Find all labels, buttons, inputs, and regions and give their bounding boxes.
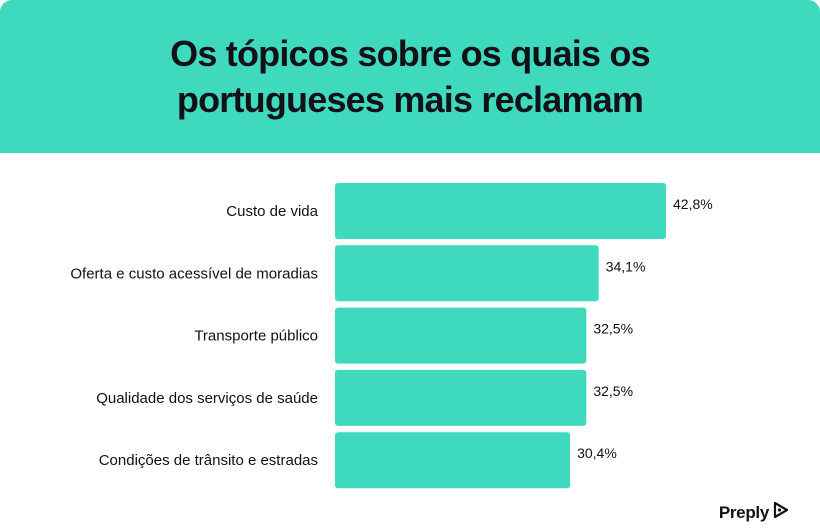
- bar-2: [335, 245, 599, 302]
- category-label-5: Condições de trânsito e estradas: [99, 452, 318, 469]
- bar-1: [335, 183, 666, 239]
- category-label-3: Transporte público: [194, 328, 318, 345]
- value-label-1: 42,8%: [673, 196, 713, 212]
- value-label-3: 32,5%: [593, 321, 633, 337]
- bar-5: [335, 432, 571, 489]
- value-label-4: 32,5%: [593, 383, 633, 399]
- brand-name: Preply: [718, 502, 769, 522]
- brand-logo: Preply: [719, 501, 790, 524]
- category-label-4: Qualidade dos serviços de saúde: [96, 390, 318, 407]
- bar-3: [335, 307, 587, 364]
- category-label-1: Custo de vida: [226, 203, 318, 220]
- bar-4: [335, 369, 587, 426]
- chart-title-line-1: Os tópicos sobre os quais os: [170, 32, 651, 74]
- chart-title-line-2: portugueses mais reclamam: [176, 78, 644, 120]
- value-label-5: 30,4%: [577, 445, 617, 461]
- value-label-2: 34,1%: [606, 258, 646, 274]
- preply-logo-icon: [772, 501, 790, 524]
- chart-header: Os tópicos sobre os quais os portugueses…: [0, 0, 820, 153]
- category-label-2: Oferta e custo acessível de moradias: [70, 265, 318, 282]
